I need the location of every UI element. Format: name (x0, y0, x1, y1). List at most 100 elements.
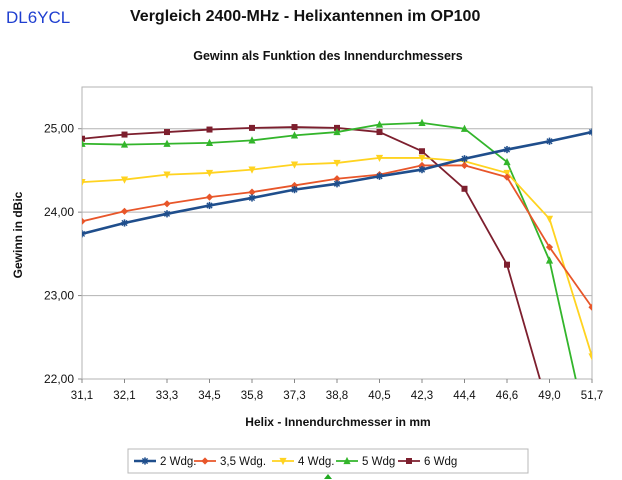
data-point (461, 185, 468, 192)
x-tick-label: 31,1 (71, 390, 93, 402)
data-point (376, 129, 383, 136)
data-point (375, 120, 384, 128)
legend-label: 2 Wdg. (160, 456, 196, 468)
data-point (588, 303, 592, 311)
data-point (163, 200, 171, 208)
data-point (504, 261, 510, 268)
legend-marker (279, 457, 287, 466)
data-point (120, 219, 129, 227)
data-point (375, 172, 384, 180)
data-point (248, 194, 256, 202)
data-point (460, 161, 469, 170)
x-tick-label: 46,6 (496, 390, 518, 402)
legend-item: 5 Wdg (336, 456, 395, 468)
data-point (290, 161, 299, 169)
data-point (545, 256, 554, 264)
legend-item: 3,5 Wdg. (194, 456, 266, 468)
data-point (333, 180, 341, 188)
legend-item: 6 Wdg (398, 456, 457, 468)
legend-item: 2 Wdg. (134, 456, 196, 468)
data-point (588, 128, 592, 136)
series-4 (82, 118, 577, 379)
y-tick-label: 24,00 (44, 205, 74, 219)
y-tick-label: 22,00 (44, 372, 74, 386)
data-point (503, 145, 511, 154)
data-point (248, 136, 256, 144)
data-point (418, 118, 426, 126)
data-point (333, 127, 341, 136)
series-line (82, 126, 541, 379)
legend-label: 3,5 Wdg. (220, 456, 266, 468)
series-group (82, 118, 592, 379)
data-point (503, 173, 511, 181)
data-point (163, 139, 171, 147)
y-tick-label: 23,00 (44, 289, 74, 303)
data-point (205, 138, 214, 146)
series-5 (82, 124, 541, 379)
x-tick-label: 37,3 (283, 390, 305, 402)
data-point (120, 176, 129, 184)
x-tick-label: 44,4 (453, 390, 476, 402)
data-point (545, 215, 554, 223)
data-point (248, 166, 256, 174)
legend-item: 4 Wdg. (272, 456, 334, 468)
data-point (375, 154, 384, 163)
data-point (503, 169, 511, 178)
chart-subtitle: Gewinn als Funktion des Innendurchmesser… (193, 49, 463, 63)
x-tick-label: 49,0 (538, 390, 560, 402)
data-point (248, 188, 256, 196)
data-point (419, 148, 425, 155)
x-tick-label: 40,5 (368, 390, 390, 402)
legend-marker (141, 457, 149, 465)
data-point (333, 159, 341, 168)
data-point (82, 139, 86, 147)
y-tick-label: 25,00 (44, 122, 74, 136)
tick-labels: 22,00 23,00 24,00 25,00 31,1 32,1 33,3 34,5 35,8… (44, 122, 603, 402)
data-point (418, 165, 426, 174)
data-point (82, 230, 86, 238)
data-point (418, 154, 426, 163)
data-point (163, 171, 171, 179)
x-tick-label: 51,7 (581, 390, 603, 402)
data-point (205, 169, 214, 178)
data-point (290, 131, 299, 139)
plot-area (82, 87, 592, 379)
data-point (206, 126, 213, 133)
data-point (205, 193, 214, 201)
data-point (333, 175, 341, 183)
legend-label: 5 Wdg (362, 456, 395, 468)
data-point (460, 124, 469, 132)
x-tick-label: 42,3 (411, 390, 433, 402)
callsign: DL6YCL (6, 8, 71, 27)
data-point (121, 131, 128, 138)
data-point (205, 201, 214, 210)
y-axis-title: Gewinn in dBic (11, 191, 25, 278)
x-tick-label: 32,1 (113, 390, 135, 402)
data-point (120, 140, 129, 148)
data-point (588, 353, 592, 361)
data-point (82, 135, 85, 142)
x-tick-label: 35,8 (241, 390, 263, 402)
page-title: Vergleich 2400-MHz - Helixantennen im OP… (130, 8, 481, 25)
x-tick-label: 34,5 (198, 390, 220, 402)
legend-marker (343, 456, 351, 465)
legend-marker (406, 458, 412, 464)
data-point (291, 124, 298, 131)
data-point (545, 137, 554, 145)
data-point (120, 207, 129, 215)
data-point (163, 210, 171, 218)
data-point (460, 155, 469, 163)
data-point (503, 157, 511, 166)
legend: 2 Wdg. 3,5 Wdg. 4 Wdg. 5 Wdg 6 Wdg (127, 448, 529, 474)
data-point (545, 243, 554, 251)
scroll-indicator-icon (324, 474, 332, 479)
data-point (82, 179, 86, 187)
data-point (334, 124, 340, 131)
legend-label: 6 Wdg (424, 456, 457, 468)
legend-label: 4 Wdg. (298, 456, 334, 468)
legend-marker (201, 457, 209, 465)
x-tick-label: 33,3 (156, 390, 178, 402)
series-1 (82, 128, 592, 238)
data-point (290, 186, 299, 194)
